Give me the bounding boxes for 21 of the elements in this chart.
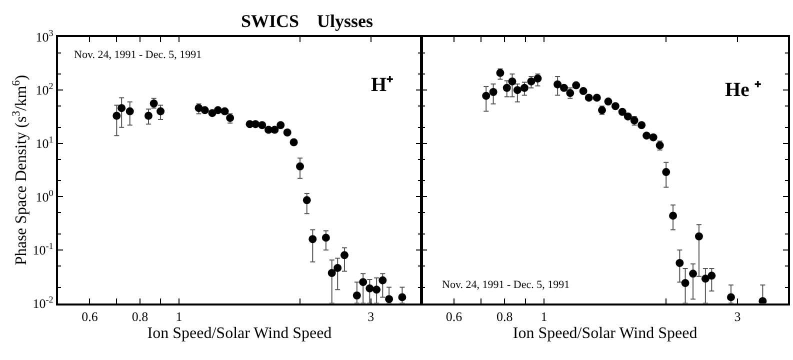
x-axis-title: Ion Speed/Solar Wind Speed [147, 325, 332, 342]
x-tick-label: 0.6 [82, 308, 98, 324]
y-tick-label: 10$^{1}$ [36, 134, 54, 151]
x-tick-label: 0.8 [496, 308, 513, 324]
annotation: Nov. 24, 1991 - Dec. 5, 1991 [442, 279, 570, 291]
chart-title: SWICS Ulysses [241, 11, 374, 31]
x-tick-label: 1 [176, 308, 182, 324]
x-tick-label: 0.6 [446, 308, 463, 324]
x-axis-title: Ion Speed/Solar Wind Speed [512, 325, 698, 342]
y-tick-label: 10$^{3}$ [36, 28, 54, 44]
x-tick-label: 3 [368, 308, 374, 324]
annotation: Nov. 24, 1991 - Dec. 5, 1991 [74, 49, 202, 61]
x-tick-label: 3 [734, 308, 741, 324]
annotation: He ⁺ [725, 79, 762, 101]
annotation: H⁺ [371, 74, 394, 96]
y-tick-label: 10$^{2}$ [36, 81, 54, 98]
x-tick-label: 1 [540, 308, 548, 324]
y-tick-label: 10$^{0}$ [36, 188, 54, 204]
y-tick-label: 10$^{-1}$ [32, 241, 54, 258]
x-tick-label: 0.8 [132, 308, 148, 324]
y-tick-label: 10$^{-2}$ [32, 294, 54, 311]
